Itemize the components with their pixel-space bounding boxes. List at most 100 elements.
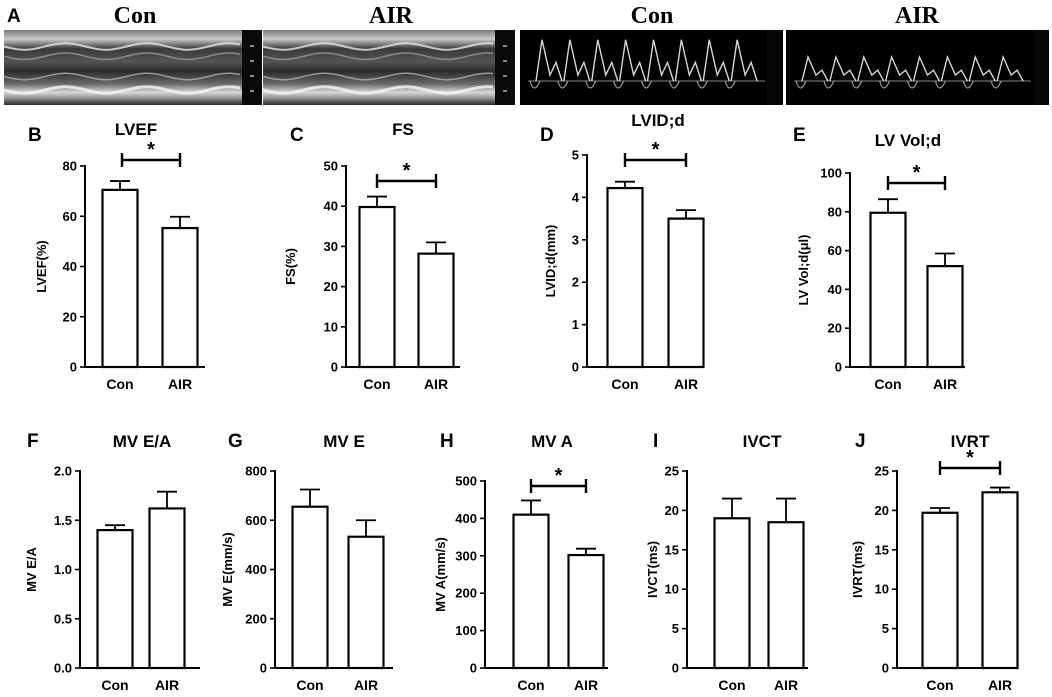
y-tick-label: 80 — [63, 159, 77, 174]
panel-a: A Con AIR Con AIR — [3, 3, 1049, 105]
y-tick-label: 0 — [835, 360, 842, 375]
bar-air — [667, 217, 705, 369]
chart-title: MV E — [323, 432, 365, 451]
panel-letter-a: A — [7, 6, 21, 27]
x-tick-label: AIR — [988, 677, 1012, 693]
x-tick-label: AIR — [933, 376, 957, 392]
chart-e: E LV Vol;d LV Vol;d(μl) 0 20 40 60 80 100 Con AIR * — [793, 125, 965, 392]
echo-image-label: Con — [631, 3, 674, 29]
y-tick-label: 0.5 — [54, 611, 72, 626]
y-tick-label: 200 — [245, 611, 267, 626]
y-axis-label: LVID;d(mm) — [543, 225, 558, 298]
bar-con — [869, 211, 907, 369]
y-tick-label: 2 — [572, 275, 579, 290]
bar-air — [767, 521, 805, 670]
chart-g: G MV E MV E(mm/s) 0 200 400 600 800 Con AIR — [220, 431, 393, 693]
y-axis-label: IVRT(ms) — [850, 541, 865, 598]
y-tick-label: 300 — [455, 548, 477, 563]
panel-letter: G — [228, 431, 243, 452]
x-tick-label: AIR — [354, 677, 378, 693]
chart-title: FS — [392, 120, 414, 139]
x-tick-label: Con — [296, 677, 323, 693]
y-tick-label: 200 — [455, 586, 477, 601]
y-tick-label: 10 — [324, 319, 338, 334]
y-tick-label: 40 — [828, 282, 842, 297]
bar-air — [148, 507, 186, 670]
y-tick-label: 4 — [572, 190, 580, 205]
y-tick-label: 20 — [828, 321, 842, 336]
bar-con — [291, 505, 329, 670]
bar-air — [926, 265, 964, 369]
significance-marker: * — [555, 465, 563, 487]
y-tick-label: 60 — [63, 209, 77, 224]
y-tick-label: 25 — [875, 464, 889, 479]
panel-letter: D — [540, 125, 554, 146]
y-tick-label: 25 — [665, 464, 679, 479]
significance-marker: * — [652, 139, 660, 161]
bar-con — [713, 517, 751, 670]
significance-marker: * — [913, 162, 921, 184]
y-tick-label: 20 — [875, 503, 889, 518]
x-tick-label: AIR — [168, 376, 192, 392]
y-tick-label: 40 — [324, 199, 338, 214]
chart-c: C FS FS(%) 0 10 20 30 40 50 Con AIR * — [283, 120, 460, 392]
panel-letter: B — [28, 125, 42, 146]
bar-con — [921, 511, 959, 670]
chart-j: J IVRT IVRT(ms) 0 5 10 15 20 25 Con AIR * — [850, 431, 1019, 693]
x-tick-label: AIR — [424, 376, 448, 392]
y-tick-label: 50 — [324, 159, 338, 174]
x-tick-label: Con — [363, 376, 390, 392]
y-tick-label: 500 — [455, 474, 477, 489]
x-tick-label: AIR — [155, 677, 179, 693]
y-tick-label: 400 — [455, 511, 477, 526]
bar-air — [417, 252, 455, 369]
y-axis-label: IVCT(ms) — [645, 541, 660, 598]
y-tick-label: 100 — [820, 166, 842, 181]
y-tick-label: 0 — [572, 360, 579, 375]
y-axis-label: MV E/A — [24, 547, 39, 592]
y-tick-label: 5 — [882, 621, 889, 636]
chart-title: LVEF — [115, 120, 157, 139]
y-tick-label: 0.0 — [54, 661, 72, 676]
y-tick-label: 5 — [572, 148, 579, 163]
echo-image-label: AIR — [895, 3, 940, 29]
x-tick-label: AIR — [774, 677, 798, 693]
chart-f: F MV E/A MV E/A 0.0 0.5 1.0 1.5 2.0 Con AIR — [24, 431, 200, 693]
panel-letter: J — [855, 431, 866, 452]
bar-con — [96, 528, 134, 670]
significance-marker: * — [147, 139, 155, 161]
y-tick-label: 2.0 — [54, 464, 72, 479]
doppler-echo-image — [520, 30, 783, 105]
y-tick-label: 0 — [331, 360, 338, 375]
x-tick-label: AIR — [674, 376, 698, 392]
chart-d: D LVID;d LVID;d(mm) 0 1 2 3 4 5 Con AIR * — [540, 111, 705, 392]
chart-title: MV E/A — [113, 432, 172, 451]
y-tick-label: 0 — [882, 661, 889, 676]
x-tick-label: AIR — [574, 677, 598, 693]
chart-i: I IVCT IVCT(ms) 0 5 10 15 20 25 Con AIR — [645, 431, 808, 693]
bar-air — [347, 535, 385, 670]
x-tick-label: Con — [718, 677, 745, 693]
y-tick-label: 15 — [875, 542, 889, 557]
x-tick-label: Con — [106, 376, 133, 392]
y-tick-label: 800 — [245, 464, 267, 479]
y-tick-label: 20 — [63, 309, 77, 324]
bar-con — [101, 188, 139, 369]
y-tick-label: 10 — [875, 582, 889, 597]
panel-letter: F — [27, 431, 39, 452]
doppler-echo-image — [786, 30, 1049, 105]
bar-air — [981, 491, 1019, 670]
panel-letter: E — [793, 125, 806, 146]
y-tick-label: 30 — [324, 239, 338, 254]
chart-title: IVCT — [743, 432, 782, 451]
x-tick-label: Con — [874, 376, 901, 392]
x-tick-label: Con — [926, 677, 953, 693]
y-tick-label: 20 — [665, 503, 679, 518]
y-axis-label: FS(%) — [283, 248, 298, 285]
y-axis-label: LVEF(%) — [34, 240, 49, 292]
echo-image-label: AIR — [369, 3, 414, 29]
y-tick-label: 0 — [470, 661, 477, 676]
y-tick-label: 1.5 — [54, 513, 72, 528]
x-tick-label: Con — [517, 677, 544, 693]
